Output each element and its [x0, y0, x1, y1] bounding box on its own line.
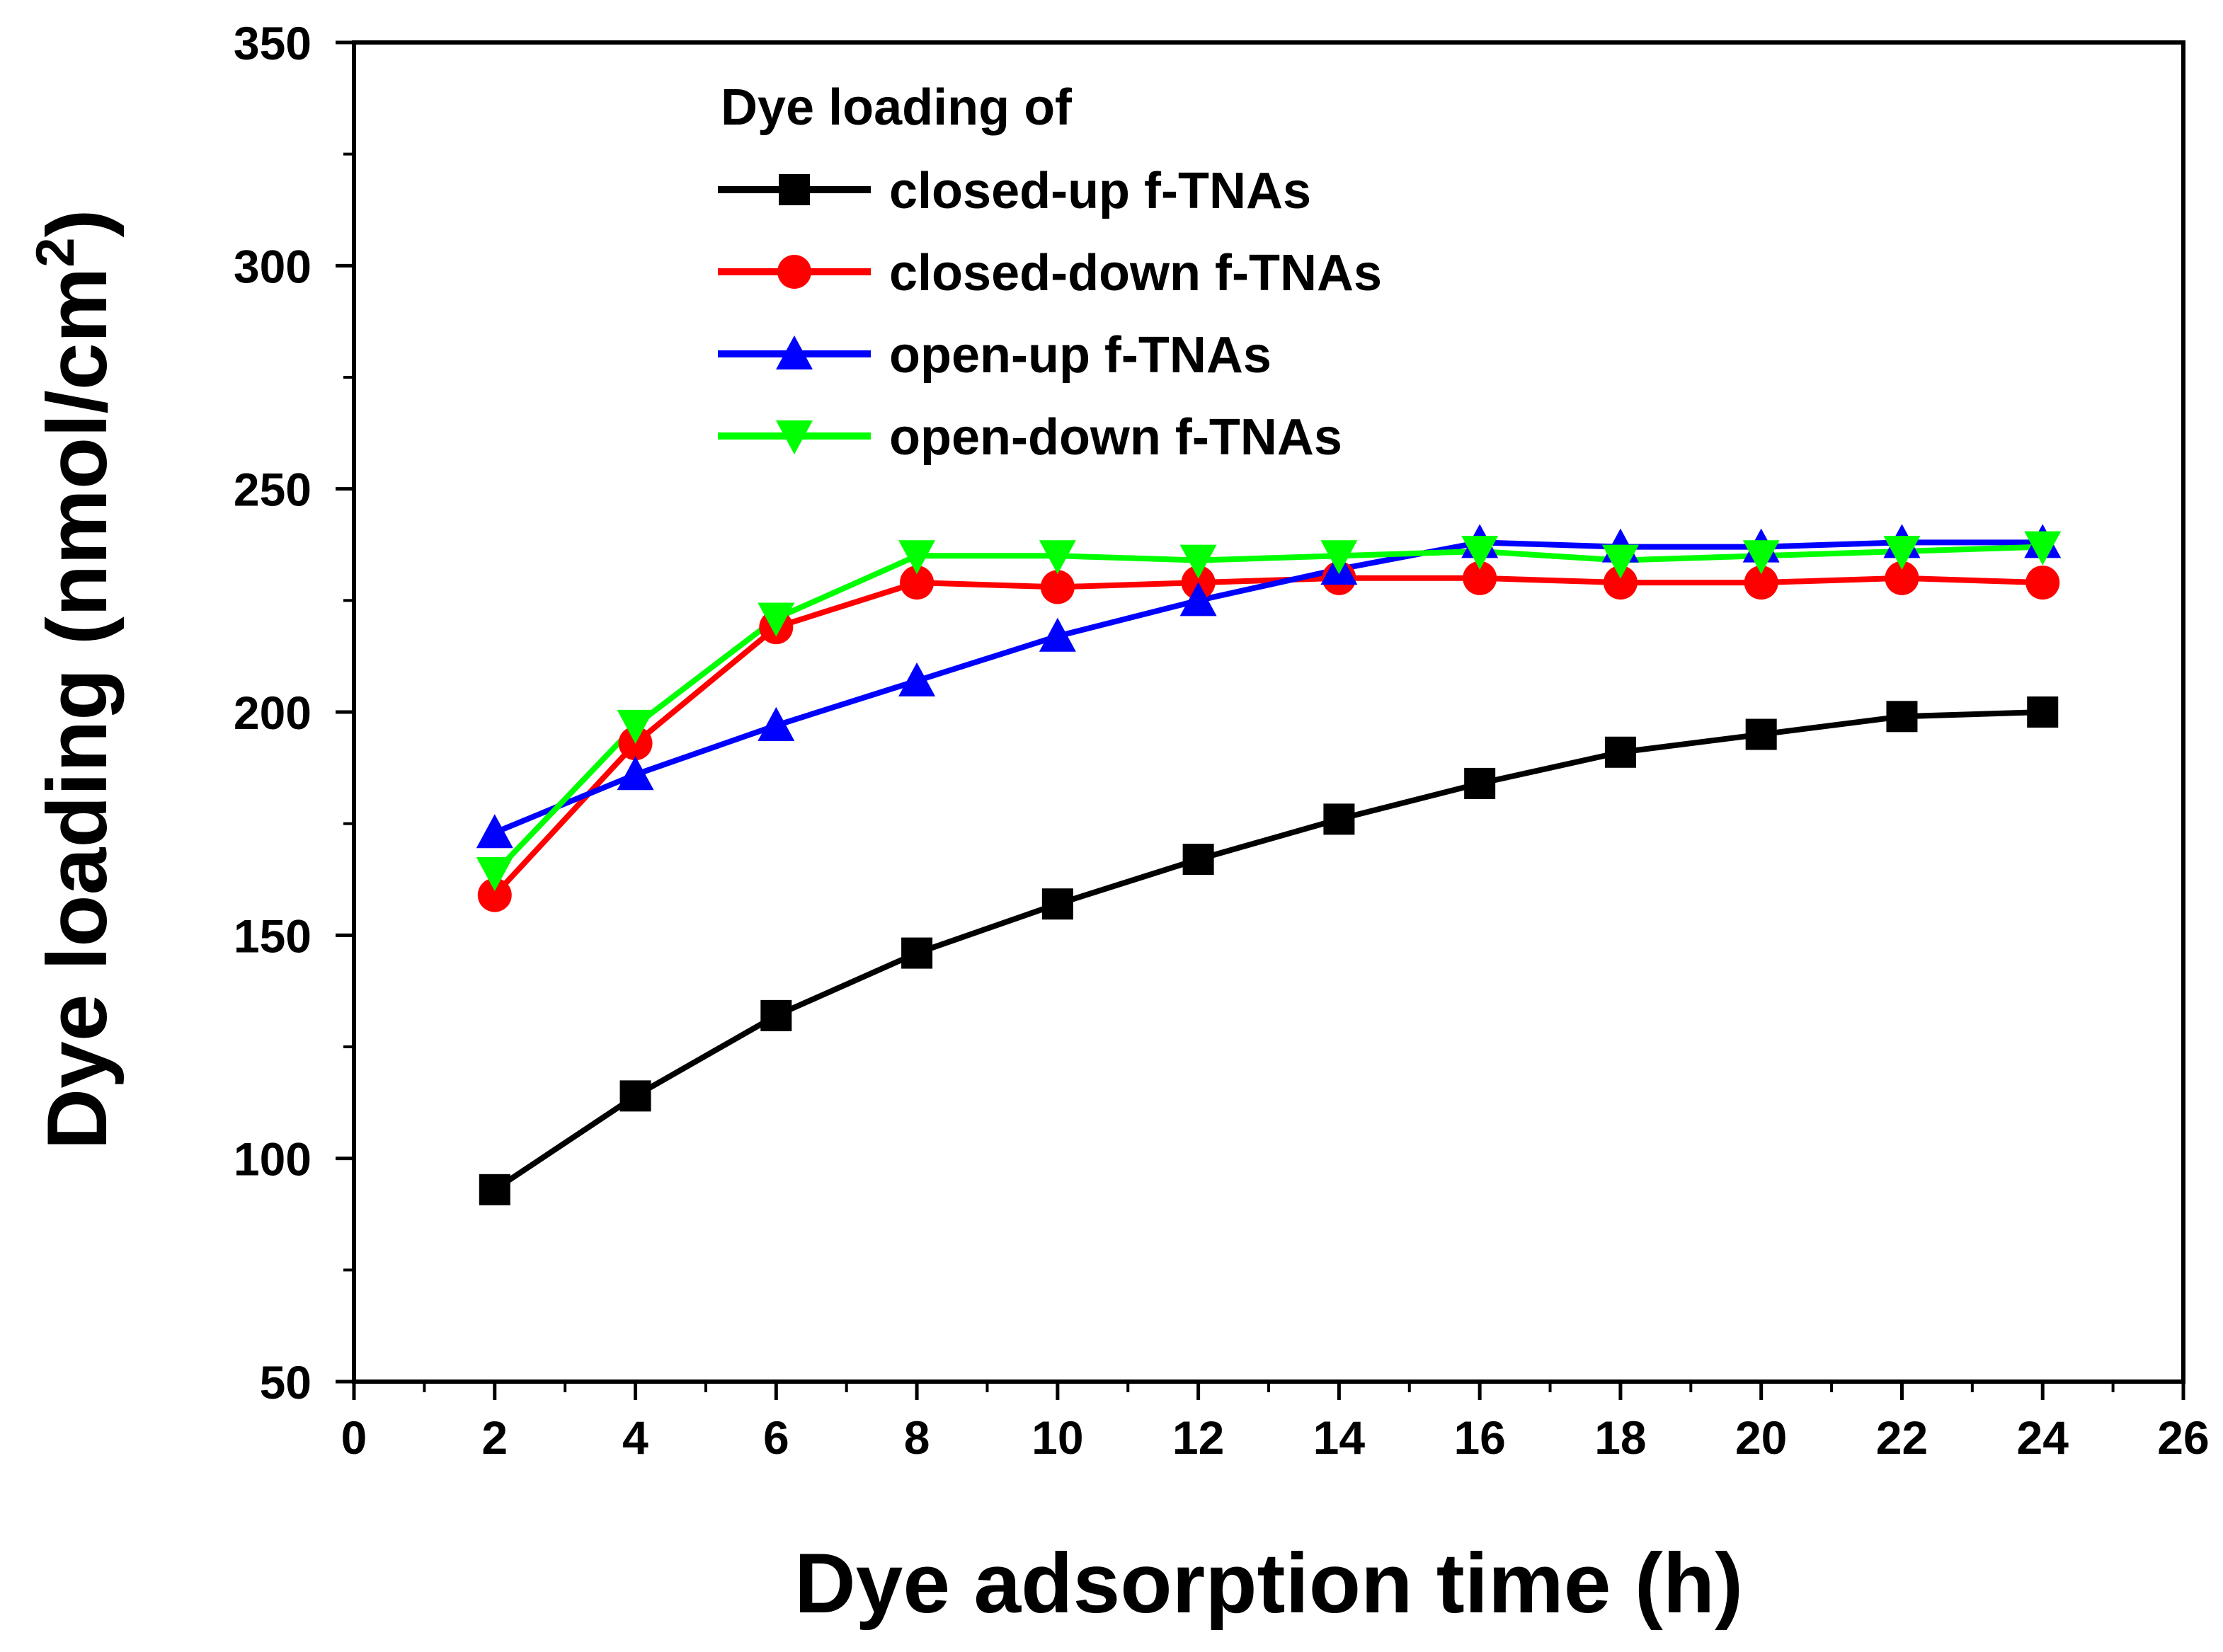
series-line-2	[492, 575, 2043, 897]
legend-marker-4	[776, 420, 813, 454]
data-point-series-2	[477, 878, 512, 912]
data-point-series-3	[1179, 582, 1217, 616]
x-tick-label: 12	[1172, 1411, 1224, 1464]
data-point-series-1	[1745, 718, 1777, 750]
data-point-series-2	[900, 566, 935, 600]
data-point-series-1	[1886, 701, 1918, 733]
legend-label-4: open-down f-TNAs	[889, 409, 1342, 466]
legend-title: Dye loading of	[721, 79, 1073, 136]
series-line-1	[493, 709, 2043, 1193]
series-markers	[476, 524, 2062, 1205]
series-line-4	[492, 544, 2043, 875]
x-tick-label: 14	[1313, 1411, 1366, 1464]
x-tick-label: 18	[1594, 1411, 1646, 1464]
y-axis-title-superscript: 2	[25, 237, 86, 267]
y-tick-label: 150	[234, 910, 312, 962]
x-tick-label: 6	[763, 1411, 789, 1464]
x-tick-label: 4	[622, 1411, 648, 1464]
data-point-series-4	[1320, 540, 1358, 575]
data-point-series-4	[1039, 540, 1076, 575]
data-point-series-1	[901, 937, 933, 969]
y-tick-label: 200	[234, 687, 312, 739]
data-point-series-1	[1604, 736, 1636, 768]
data-point-series-3	[476, 814, 513, 849]
data-point-series-2	[1040, 570, 1075, 604]
y-tick-label: 50	[260, 1356, 312, 1409]
data-point-series-1	[1182, 844, 1214, 876]
x-tick-label: 16	[1453, 1411, 1505, 1464]
x-tick-label: 8	[904, 1411, 930, 1464]
data-point-series-4	[898, 540, 936, 575]
data-point-series-1	[1323, 803, 1355, 835]
y-axis-ticks: 50 100 150 200 250 300 350	[234, 17, 354, 1409]
legend: Dye loading of closed-up f-TNAs closed-do…	[718, 79, 1382, 466]
y-tick-label: 100	[234, 1133, 312, 1186]
data-point-series-2	[2025, 566, 2060, 600]
data-point-series-4	[1179, 544, 1217, 579]
x-tick-label: 22	[1876, 1411, 1928, 1464]
y-axis-title-main: Dye loading (nmol/cm	[30, 268, 125, 1150]
y-tick-label: 300	[234, 240, 312, 292]
x-tick-label: 2	[481, 1411, 508, 1464]
data-point-series-2	[1603, 566, 1638, 600]
data-point-series-3	[1039, 617, 1076, 652]
data-point-series-2	[1463, 561, 1497, 595]
data-point-series-2	[1885, 561, 1919, 595]
data-point-series-4	[2024, 531, 2062, 566]
data-point-series-3	[898, 662, 936, 696]
data-point-series-1	[760, 999, 792, 1031]
legend-label-3: open-up f-TNAs	[889, 327, 1271, 384]
x-tick-label: 20	[1735, 1411, 1787, 1464]
data-point-series-4	[758, 602, 795, 637]
data-point-series-4	[1742, 540, 1780, 575]
series-line-3	[493, 539, 2043, 835]
data-point-series-3	[617, 756, 654, 791]
data-point-series-1	[1041, 888, 1073, 920]
data-point-series-4	[1601, 544, 1639, 579]
data-point-series-3	[758, 706, 795, 741]
data-point-series-1	[619, 1080, 651, 1112]
data-point-series-4	[617, 709, 654, 744]
legend-marker-3	[776, 335, 813, 369]
data-point-series-1	[1464, 767, 1496, 799]
y-axis-title: Dye loading (nmol/cm2)	[25, 209, 125, 1149]
x-axis-ticks: 0 2 4 6 8 10 12 14 16 18 20 22 24 26	[341, 1382, 2210, 1464]
data-point-series-1	[479, 1174, 510, 1205]
legend-marker-2	[777, 255, 811, 289]
y-tick-label: 250	[234, 464, 312, 516]
series-lines	[492, 539, 2043, 1193]
data-point-series-1	[2027, 696, 2059, 728]
legend-label-2: closed-down f-TNAs	[889, 245, 1382, 302]
data-point-series-4	[1461, 535, 1499, 570]
x-tick-label: 0	[341, 1411, 367, 1464]
legend-marker-1	[779, 174, 810, 205]
y-tick-label: 350	[234, 17, 312, 69]
data-point-series-4	[1883, 535, 1921, 570]
x-tick-label: 26	[2157, 1411, 2209, 1464]
data-point-series-4	[476, 857, 513, 892]
x-tick-label: 10	[1032, 1411, 1083, 1464]
x-axis-title: Dye adsorption time (h)	[794, 1536, 1743, 1631]
legend-label-1: closed-up f-TNAs	[889, 163, 1311, 219]
x-tick-label: 24	[2017, 1411, 2069, 1464]
y-axis-title-close: )	[30, 209, 125, 237]
data-point-series-2	[1744, 566, 1778, 600]
